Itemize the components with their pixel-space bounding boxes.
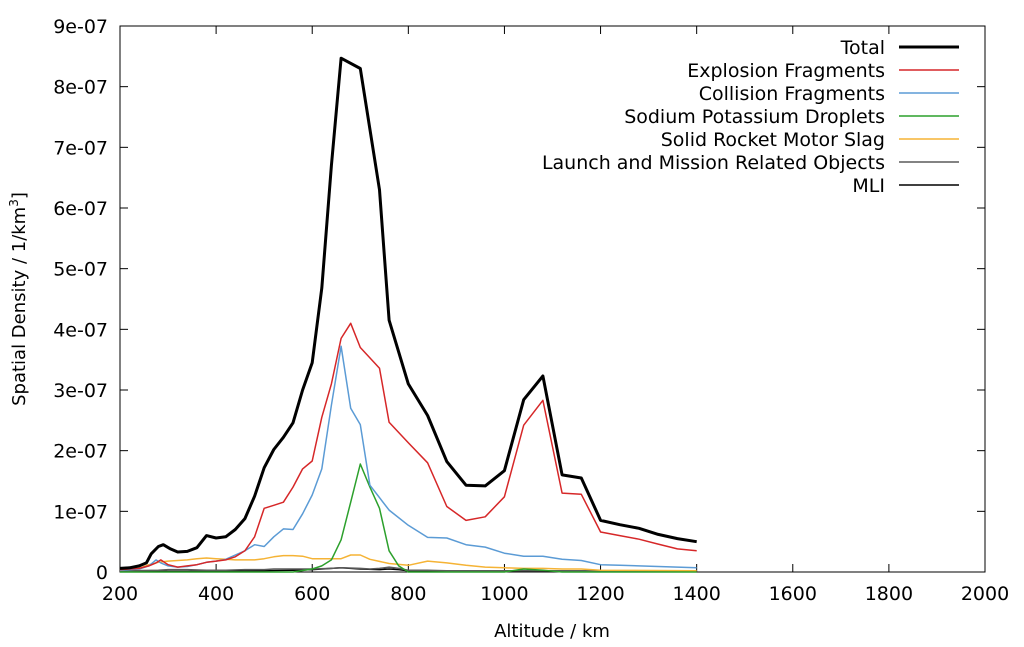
x-tick-label: 400 xyxy=(198,583,234,605)
y-tick-label: 6e-07 xyxy=(53,198,108,220)
legend-label-5: Launch and Mission Related Objects xyxy=(542,152,885,174)
series-line-1 xyxy=(119,322,697,571)
x-tick-label: 1000 xyxy=(480,583,528,605)
legend-label-1: Explosion Fragments xyxy=(687,60,885,82)
y-tick-label: 7e-07 xyxy=(53,137,108,159)
x-tick-label: 800 xyxy=(390,583,426,605)
x-tick-label: 2000 xyxy=(961,583,1009,605)
y-axis-title-text: Spatial Density / 1/km xyxy=(9,207,30,406)
axis-ticks: 200 400 600 800 1000 1200 1400 1600 1800 2000 0 1e-… xyxy=(53,16,1009,605)
y-tick-label: 9e-07 xyxy=(53,16,108,38)
y-axis-title-sup: 3 xyxy=(7,199,21,207)
y-tick-label: 3e-07 xyxy=(53,380,108,402)
x-tick-label: 1200 xyxy=(576,583,624,605)
legend-label-3: Sodium Potassium Droplets xyxy=(624,106,885,128)
y-tick-label: 5e-07 xyxy=(53,259,108,281)
x-axis-title: Altitude / km xyxy=(494,621,610,642)
y-tick-label: 1e-07 xyxy=(53,501,108,523)
series-layer xyxy=(119,56,697,573)
series-line-3 xyxy=(120,463,697,573)
y-tick-label: 0 xyxy=(96,562,108,584)
x-tick-label: 1400 xyxy=(672,583,720,605)
legend-label-4: Solid Rocket Motor Slag xyxy=(661,129,885,151)
y-tick-label: 4e-07 xyxy=(53,319,108,341)
legend-label-0: Total xyxy=(840,37,885,59)
legend-label-2: Collision Fragments xyxy=(699,83,885,105)
y-tick-label: 2e-07 xyxy=(53,441,108,463)
legend-label-6: MLI xyxy=(852,175,885,197)
series-line-0 xyxy=(119,56,697,570)
x-tick-label: 1800 xyxy=(865,583,913,605)
x-tick-label: 1600 xyxy=(769,583,817,605)
y-axis-title: Spatial Density / 1/km3] xyxy=(7,192,30,406)
series-line-5 xyxy=(119,566,697,573)
x-tick-label: 200 xyxy=(102,583,138,605)
series-line-4 xyxy=(119,554,697,572)
y-tick-label: 8e-07 xyxy=(53,77,108,99)
y-axis-title-suffix: ] xyxy=(9,192,30,199)
x-tick-label: 600 xyxy=(294,583,330,605)
